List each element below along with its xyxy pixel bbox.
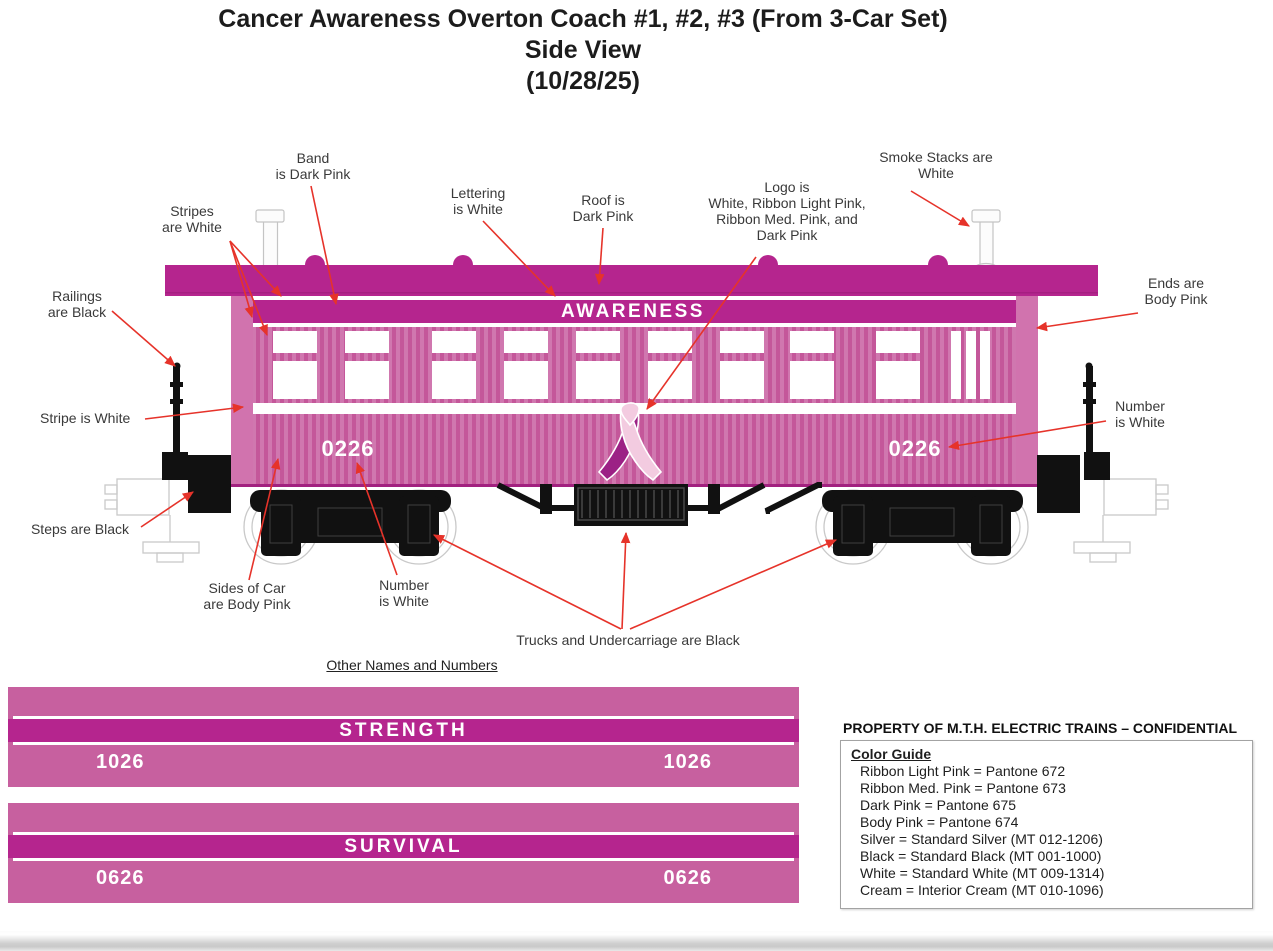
coach-banner-text: AWARENESS	[561, 301, 705, 322]
page-title: Cancer Awareness Overton Coach #1, #2, #…	[0, 4, 1166, 97]
color-guide-item: Silver = Standard Silver (MT 012-1206)	[860, 831, 1103, 847]
road-number-right: 0226	[889, 436, 942, 461]
coach-body: AWARENESS 0226 0226	[231, 296, 1038, 487]
panel-white-line	[13, 716, 794, 719]
smoke-stack-right	[971, 209, 1001, 274]
road-number-left: 0226	[322, 436, 375, 461]
letterboard-band	[253, 300, 1016, 323]
callout-stripes: Stripes are White	[162, 203, 222, 235]
property-notice: PROPERTY OF M.T.H. ELECTRIC TRAINS – CON…	[843, 720, 1238, 736]
truck-left	[250, 490, 451, 556]
color-guide-heading: Color Guide	[851, 746, 932, 762]
callout-number-bottom: Number is White	[379, 577, 429, 609]
undercarriage	[496, 482, 822, 526]
color-guide-item: Black = Standard Black (MT 001-1000)	[860, 848, 1102, 864]
railing-right	[1083, 362, 1096, 456]
panel-white-line	[13, 858, 794, 861]
truck-right	[822, 490, 1023, 556]
color-guide-item: Ribbon Med. Pink = Pantone 673	[860, 780, 1066, 796]
color-guide-item: White = Standard White (MT 009-1314)	[860, 865, 1105, 881]
smoke-stack-left	[255, 209, 285, 268]
awareness-ribbon-logo	[597, 402, 663, 482]
callout-stripe: Stripe is White	[40, 410, 131, 426]
callout-logo: Logo is White, Ribbon Light Pink, Ribbon…	[708, 179, 866, 243]
color-guide-box: Color Guide Ribbon Light Pink = Pantone …	[840, 740, 1253, 909]
other-names-heading: Other Names and Numbers	[326, 657, 498, 673]
car-end-left	[231, 296, 253, 487]
panel-strength: STRENGTH 1026 1026	[8, 687, 799, 787]
railing-left	[170, 362, 183, 456]
horizontal-scrollbar[interactable]	[0, 931, 1273, 951]
panel-name-band: SURVIVAL	[8, 835, 799, 858]
callout-arrows	[111, 185, 1139, 630]
coach-roof	[165, 255, 1098, 296]
panel-white-line	[13, 832, 794, 835]
color-guide-item: Ribbon Light Pink = Pantone 672	[860, 763, 1066, 779]
callout-band: Band is Dark Pink	[275, 150, 351, 182]
panel-number-right: 1026	[663, 751, 712, 773]
ghost-coupler-right	[1073, 478, 1169, 563]
panel-number-left: 1026	[96, 751, 145, 773]
panel-number-right: 0626	[663, 867, 712, 889]
callout-steps: Steps are Black	[30, 521, 130, 537]
callout-lettering: Lettering is White	[450, 185, 506, 217]
callout-smoke-stacks: Smoke Stacks are White	[879, 149, 993, 181]
title-line-2: Side View	[524, 36, 642, 64]
callout-sides: Sides of Car are Body Pink	[203, 580, 291, 612]
callout-railings: Railings are Black	[47, 288, 107, 320]
title-line-3: (10/28/25)	[526, 67, 640, 95]
windows	[273, 331, 990, 399]
steps-right	[1037, 452, 1110, 513]
color-guide-item: Body Pink = Pantone 674	[860, 814, 1019, 830]
callout-ends: Ends are Body Pink	[1144, 275, 1208, 307]
color-guide-item: Dark Pink = Pantone 675	[860, 797, 1017, 813]
callout-roof: Roof is Dark Pink	[572, 192, 634, 224]
steps-left	[162, 452, 231, 513]
title-line-1: Cancer Awareness Overton Coach #1, #2, #…	[218, 5, 948, 33]
panel-white-line	[13, 742, 794, 745]
coach-side-view-diagram: AWARENESS 0226 0226	[104, 185, 1169, 630]
panel-number-left: 0626	[96, 867, 145, 889]
color-guide-item: Cream = Interior Cream (MT 010-1096)	[860, 882, 1104, 898]
panel-survival: SURVIVAL 0626 0626	[8, 803, 799, 903]
panel-name-band: STRENGTH	[8, 719, 799, 742]
car-end-right	[1016, 296, 1038, 487]
callout-trucks: Trucks and Undercarriage are Black	[516, 632, 740, 648]
ghost-coupler-left	[104, 478, 200, 563]
callout-number-right: Number is White	[1115, 398, 1165, 430]
